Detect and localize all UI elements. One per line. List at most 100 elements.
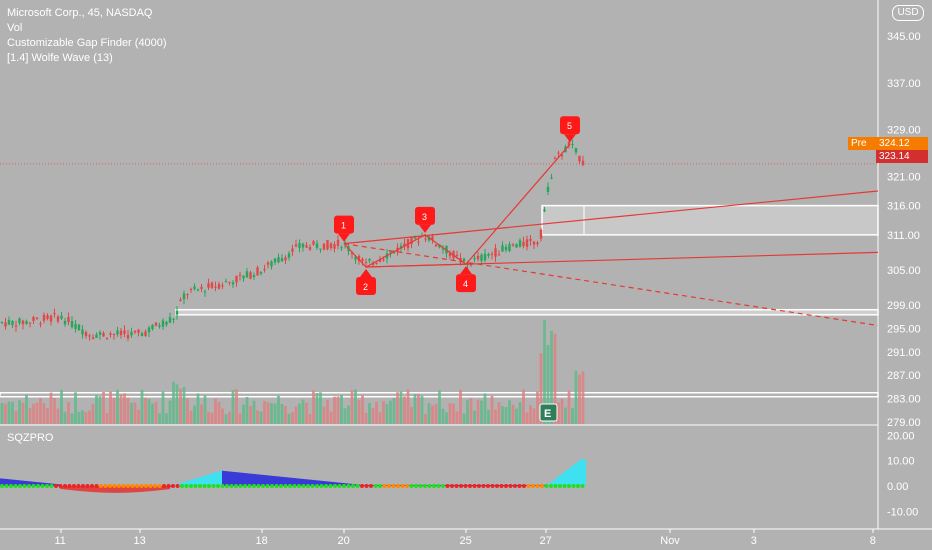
gap-finder-indicator-label[interactable]: Customizable Gap Finder (4000) [7, 37, 167, 49]
volume-bar [441, 408, 445, 424]
volume-bar [217, 401, 221, 424]
candle-body [501, 245, 504, 252]
wave-marker-pointer [360, 269, 372, 278]
volume-bar [473, 410, 476, 424]
squeeze-bar [304, 479, 306, 486]
candle-body [284, 257, 287, 261]
squeeze-bar [82, 486, 84, 492]
squeeze-bar [250, 473, 252, 486]
squeeze-dot [414, 484, 418, 488]
wolfe-wave-indicator-label[interactable]: [1.4] Wolfe Wave (13) [7, 52, 113, 64]
volume-bar [53, 397, 56, 424]
candle-body [228, 281, 231, 283]
squeeze-bar [280, 476, 282, 486]
volume-bar [560, 398, 564, 424]
volume-bar [165, 413, 168, 424]
candle-body [105, 338, 109, 340]
candle-body [21, 320, 25, 325]
volume-bar [301, 399, 305, 424]
candle-body [116, 330, 119, 335]
squeeze-dot [81, 484, 85, 488]
squeeze-bar [556, 477, 558, 486]
squeeze-bar [154, 486, 156, 491]
squeeze-bar [94, 486, 96, 493]
squeeze-bar [548, 483, 550, 486]
candle-body [298, 243, 301, 248]
candle-body [245, 271, 249, 278]
squeeze-bar [200, 476, 202, 486]
earnings-marker-label: E [544, 408, 551, 420]
wave-marker-pointer [460, 266, 472, 275]
squeeze-bar [182, 482, 184, 486]
squeeze-bar [158, 486, 160, 491]
squeeze-bar [212, 473, 214, 486]
squeeze-bar [62, 486, 64, 490]
squeeze-bar [18, 480, 20, 486]
volume-bar [578, 374, 581, 424]
volume-bar [39, 397, 42, 424]
volume-bar [210, 412, 214, 424]
squeeze-indicator-label[interactable]: SQZPRO [7, 432, 54, 444]
symbol-title[interactable]: Microsoft Corp., 45, NASDAQ [7, 7, 153, 19]
volume-bars [0, 319, 585, 424]
squeeze-bar [480, 484, 482, 486]
squeeze-bar [88, 486, 90, 492]
candle-body [119, 330, 123, 336]
squeeze-dot [22, 484, 27, 488]
squeeze-bar [444, 484, 446, 486]
volume-bar [347, 405, 350, 424]
price-tick-label-7: 299.00 [887, 300, 921, 312]
volume-bar [543, 319, 546, 424]
volume-bar [98, 396, 102, 424]
squeeze-dot [63, 484, 67, 488]
candle-body [581, 160, 585, 166]
squeeze-bar [134, 486, 136, 493]
squeeze-bar [72, 486, 74, 491]
squeeze-bar [22, 480, 24, 486]
volume-bar [378, 412, 382, 424]
volume-bar [77, 411, 81, 424]
squeeze-bar [494, 484, 496, 486]
candle-body [368, 258, 371, 261]
volume-indicator-label[interactable]: Vol [7, 22, 23, 34]
volume-bar [182, 387, 186, 424]
squeeze-bar [318, 480, 320, 486]
candle-body [529, 238, 532, 241]
candle-body [487, 253, 490, 256]
squeeze-dot [400, 484, 405, 488]
squeeze-dot [360, 484, 364, 488]
squeeze-dot [189, 484, 193, 488]
candle-body [77, 324, 81, 331]
squeeze-bar [198, 477, 200, 486]
candle-body [0, 322, 4, 324]
candle-body [490, 253, 494, 255]
squeeze-dot [576, 484, 580, 488]
squeeze-bar [242, 472, 244, 486]
squeeze-bar [314, 480, 316, 486]
volume-bar [396, 392, 399, 424]
candle-body [252, 275, 256, 278]
squeeze-dot [175, 484, 180, 488]
candle-body [88, 335, 91, 337]
candle-body [182, 293, 186, 300]
squeeze-dot [108, 484, 112, 488]
volume-bar [329, 411, 333, 424]
squeeze-bar [80, 486, 82, 492]
squeeze-bar [302, 478, 304, 486]
volume-bar [245, 396, 249, 424]
squeeze-dot [292, 484, 297, 488]
squeeze-dot [553, 484, 558, 488]
price-tick-label-6: 305.00 [887, 265, 921, 277]
squeeze-bar [576, 462, 578, 486]
squeeze-bar [224, 471, 226, 486]
squeeze-dot [144, 484, 148, 488]
squeeze-dot [418, 484, 423, 488]
squeeze-bar [6, 479, 8, 486]
volume-bar [273, 403, 277, 424]
squeeze-bar [184, 481, 186, 486]
currency-selector[interactable]: USD [892, 5, 924, 21]
squeeze-bar [530, 484, 532, 486]
volume-bar [119, 394, 123, 424]
